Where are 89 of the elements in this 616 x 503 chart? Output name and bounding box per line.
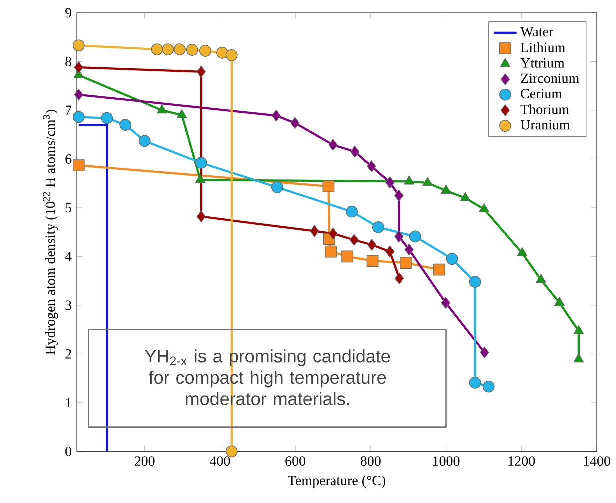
y-tick-label: 5: [66, 203, 72, 213]
point: [195, 174, 206, 184]
point: [441, 297, 450, 310]
point: [422, 177, 433, 186]
point: [72, 160, 85, 172]
point: [328, 139, 338, 152]
y-tick-label: 4: [65, 252, 72, 262]
x-tick-label: 600: [286, 456, 306, 466]
point: [386, 246, 395, 258]
y-tick-label: 8: [66, 57, 72, 67]
point: [386, 176, 395, 189]
x-tick-label: 1200: [508, 456, 536, 466]
point: [74, 62, 84, 74]
point: [536, 274, 546, 284]
point: [446, 253, 458, 266]
point: [290, 117, 300, 130]
x-axis-title: Temperature (°C): [288, 476, 386, 488]
x-tick-label: 200: [134, 456, 155, 466]
legend-label: Zirconium: [521, 74, 580, 84]
point: [310, 226, 320, 238]
point: [120, 119, 132, 132]
x-tick-label: 400: [210, 456, 230, 466]
point: [469, 276, 482, 288]
legend-label: Cerium: [521, 89, 562, 99]
point: [226, 50, 238, 62]
point: [176, 110, 188, 119]
legend-label: Yttrium: [520, 58, 565, 68]
legend-label: Lithium: [520, 42, 566, 53]
point: [400, 257, 412, 270]
point: [174, 44, 186, 56]
point: [350, 146, 360, 158]
point: [272, 182, 284, 194]
point: [72, 40, 85, 52]
legend-label: Uranium: [520, 120, 570, 130]
point: [186, 44, 198, 56]
point: [395, 272, 404, 285]
point: [394, 230, 404, 243]
point: [74, 89, 84, 101]
x-tick-label: 1400: [584, 456, 610, 466]
point: [441, 185, 452, 194]
y-axis-title: Hydrogen atom density (10$^{22}$ H atoms/cm$^{3}$): [43, 110, 58, 356]
point: [480, 346, 490, 359]
point: [342, 250, 354, 263]
y-tick-label: 0: [66, 447, 72, 457]
point: [574, 354, 584, 363]
point: [409, 230, 422, 243]
point: [482, 381, 495, 393]
point: [196, 66, 206, 78]
point: [517, 248, 528, 257]
point: [196, 210, 206, 223]
point: [404, 244, 414, 256]
point: [226, 446, 238, 458]
point: [394, 190, 404, 202]
point: [367, 160, 376, 173]
point: [479, 204, 490, 213]
point: [350, 234, 359, 246]
point: [325, 246, 337, 258]
y-tick-label: 1: [66, 398, 72, 408]
x-tick-label: 1000: [434, 456, 460, 466]
point: [574, 326, 584, 335]
legend-label: Water: [520, 28, 554, 37]
point: [460, 192, 471, 202]
point: [322, 180, 335, 193]
point: [101, 112, 114, 124]
y-tick-label: 9: [66, 8, 72, 18]
x-tick-label: 800: [360, 456, 381, 466]
point: [554, 297, 565, 306]
point: [366, 255, 379, 268]
point: [162, 44, 174, 56]
point: [328, 228, 338, 240]
point: [151, 44, 164, 56]
point: [195, 157, 208, 170]
point: [138, 135, 151, 148]
point: [469, 377, 482, 390]
point: [156, 104, 168, 114]
point: [216, 47, 228, 60]
point: [272, 110, 281, 122]
y-tick-label: 7: [66, 106, 72, 116]
point: [404, 176, 415, 185]
y-tick-label: 2: [66, 350, 72, 359]
point: [346, 206, 358, 218]
point: [72, 112, 85, 124]
point: [372, 222, 384, 234]
y-tick-label: 3: [66, 300, 72, 310]
point: [200, 45, 212, 58]
point: [368, 239, 377, 252]
point: [434, 264, 446, 276]
y-tick-label: 6: [66, 154, 72, 164]
legend-label: Thorium: [520, 104, 570, 115]
